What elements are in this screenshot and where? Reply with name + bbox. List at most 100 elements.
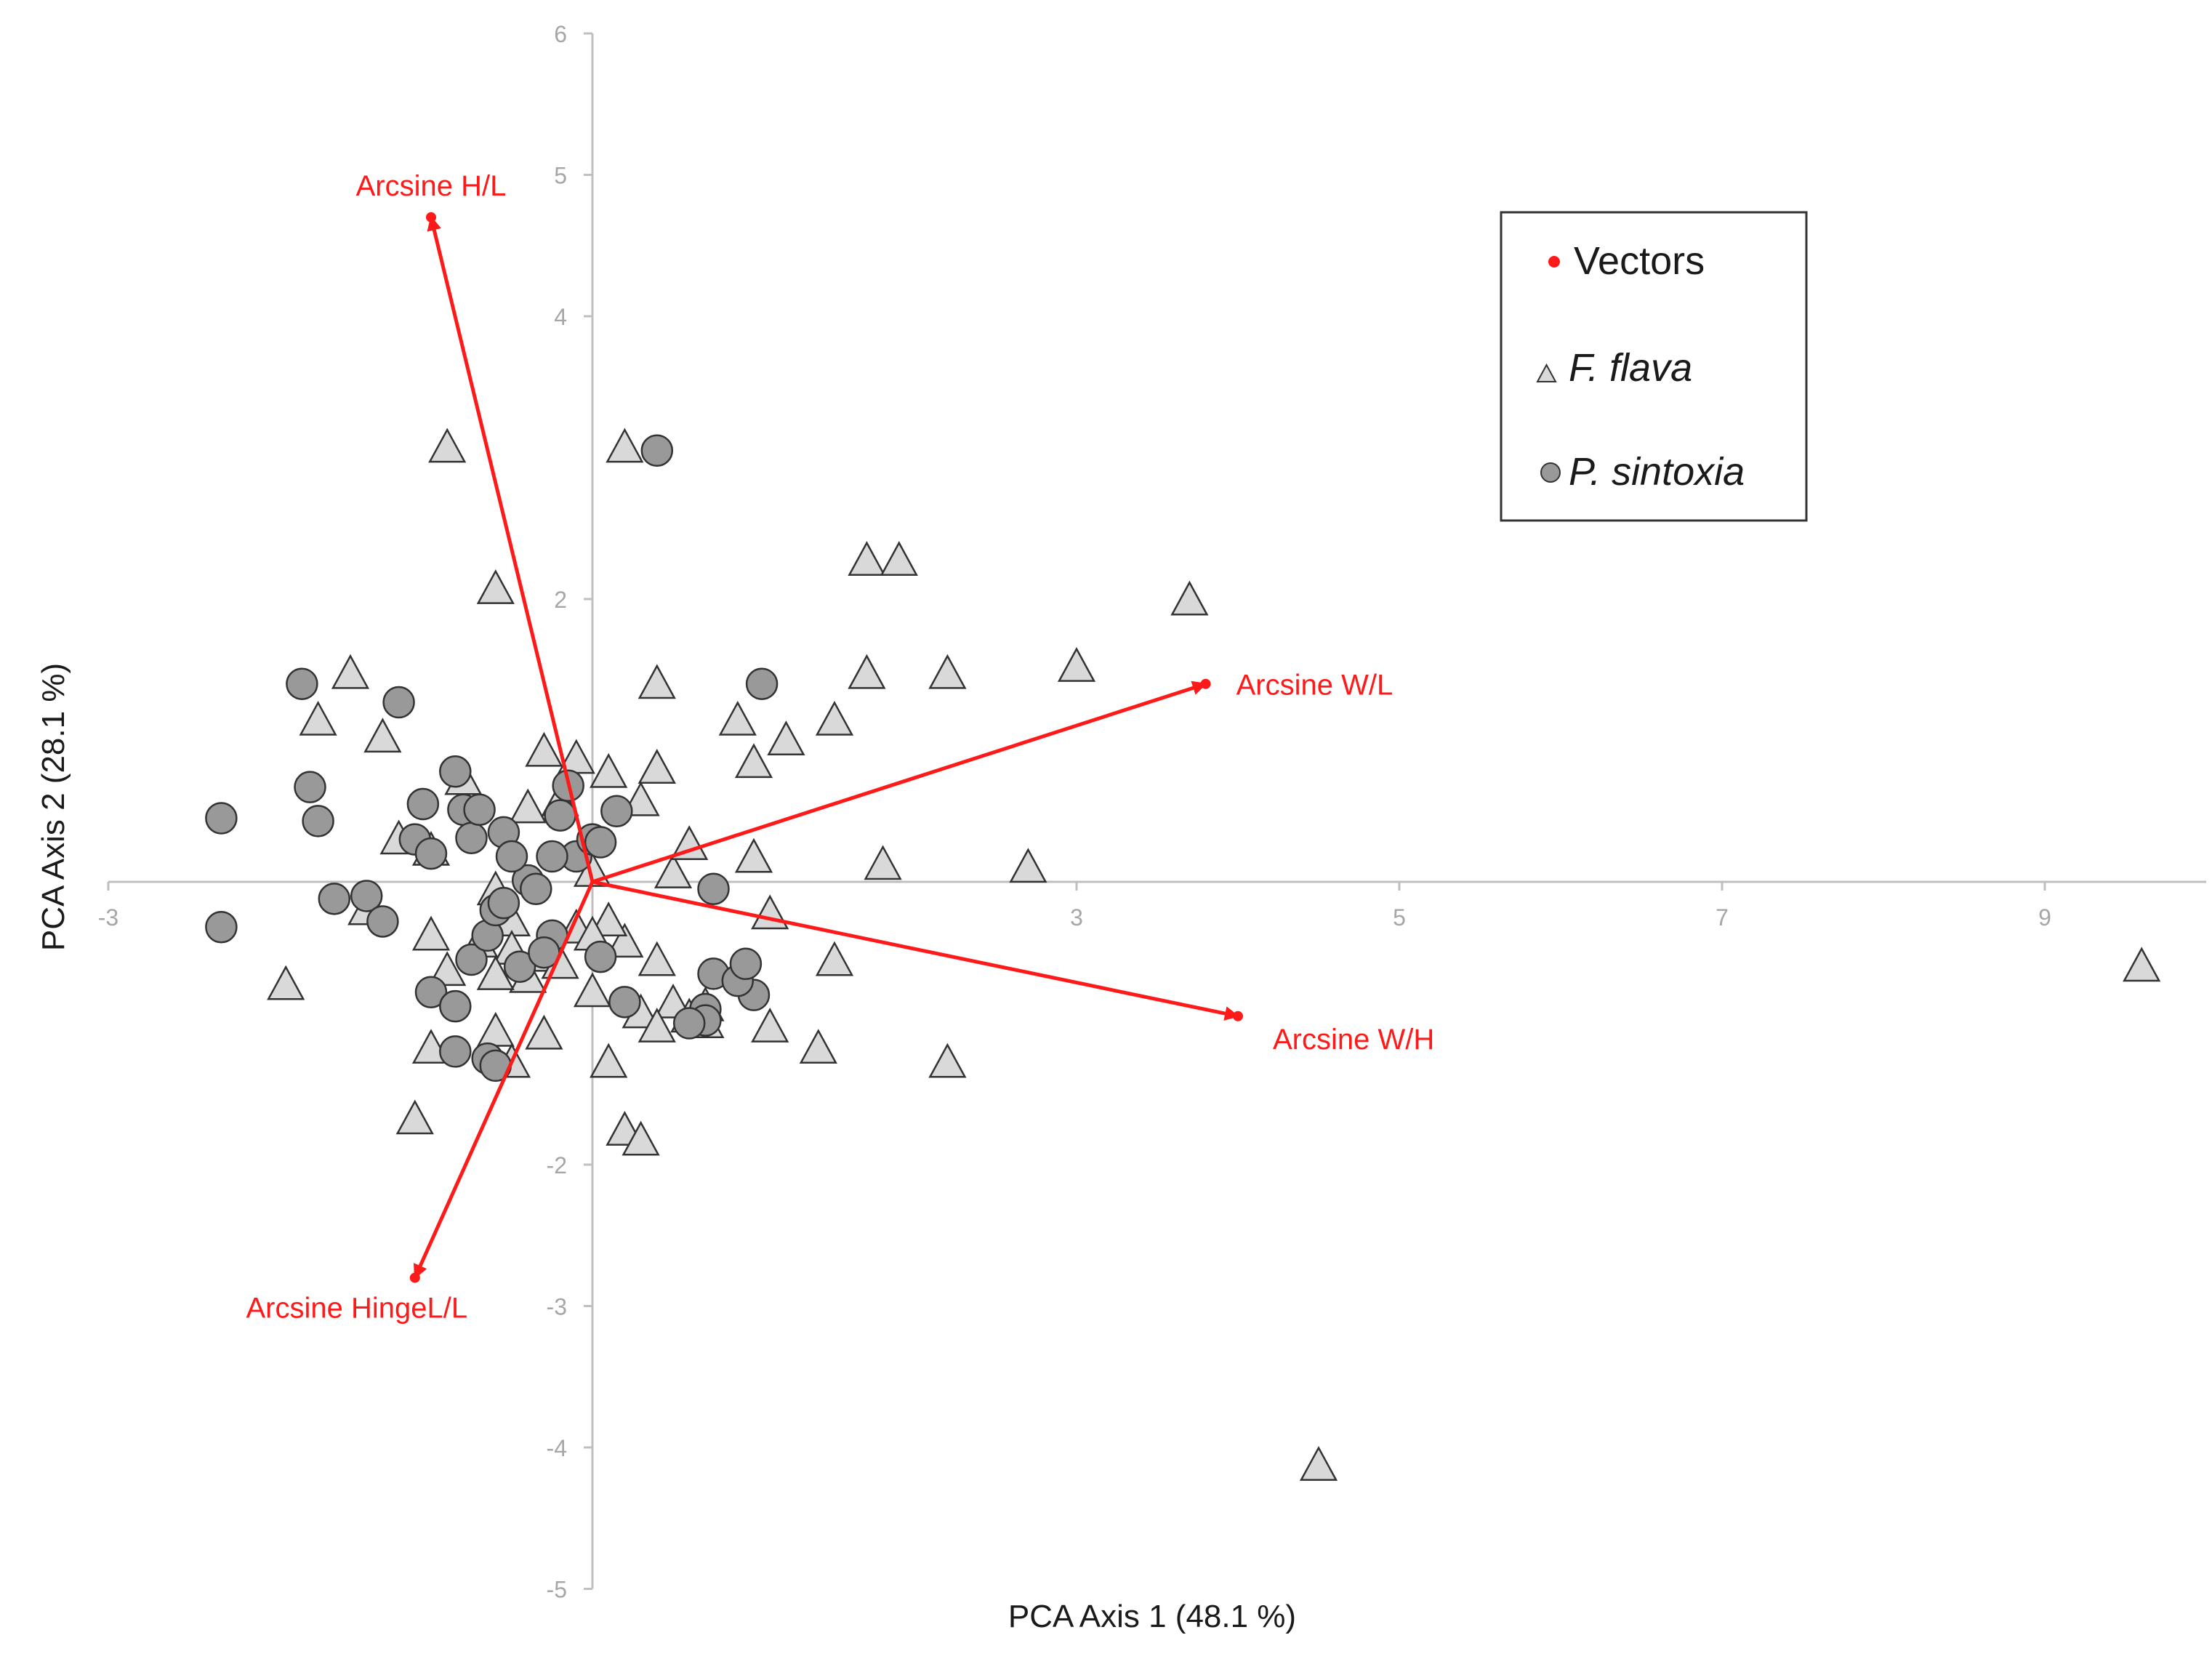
p-sintoxia-point	[745, 667, 779, 700]
f-flava-point	[395, 1099, 434, 1135]
f-flava-point	[638, 749, 676, 784]
f-flava-point	[638, 664, 676, 699]
p-sintoxia-point	[463, 793, 496, 827]
p-sintoxia-point	[536, 840, 568, 873]
y-tick-label: 5	[554, 163, 567, 189]
legend-f-flava-label: F. flava	[1569, 346, 1692, 390]
p-sintoxia-point	[455, 943, 488, 976]
f-flava-point	[411, 915, 451, 951]
x-tick-label: 5	[1393, 904, 1406, 931]
f-flava-point	[573, 972, 612, 1008]
p-sintoxia-point	[584, 826, 617, 859]
legend-vectors-marker	[1548, 256, 1560, 268]
f-flava-point	[751, 894, 789, 930]
tick-labels: -3 3 5 7 9 6 5 4 2 -2 -3 -4 -5	[98, 21, 2051, 1603]
x-tick-label: 7	[1716, 904, 1729, 931]
p-sintoxia-point	[406, 787, 440, 821]
p-sintoxia-point	[294, 771, 326, 803]
f-flava-point	[815, 700, 854, 736]
p-sintoxia-point	[382, 686, 415, 719]
f-flava-point	[1009, 848, 1047, 883]
f-flava-point	[428, 427, 467, 463]
p-sintoxia-point	[544, 799, 576, 832]
f-flava-point	[638, 941, 676, 976]
x-axis-title: PCA Axis 1 (48.1 %)	[1008, 1599, 1296, 1634]
f-flava-point	[476, 1011, 515, 1047]
y-tick-label: -5	[547, 1577, 567, 1603]
p-sintoxia-point	[205, 910, 238, 944]
y-tick-label: 2	[554, 587, 567, 613]
p-sintoxia-point	[503, 950, 536, 983]
vector-tip	[409, 1272, 420, 1283]
legend: Vectors F. flava P. sintoxia	[1500, 211, 1808, 522]
f-flava-point	[848, 541, 886, 577]
vector-arrow	[413, 880, 595, 1280]
p-sintoxia-point	[520, 872, 552, 905]
f-flava-point	[331, 654, 370, 689]
data-points	[205, 427, 2161, 1481]
p-sintoxia-point	[414, 837, 448, 870]
f-flava-point	[476, 569, 515, 604]
f-flava-point	[525, 731, 563, 767]
f-flava-point	[622, 1120, 660, 1156]
f-flava-point	[428, 951, 467, 987]
f-flava-point	[848, 654, 886, 689]
p-sintoxia-point	[205, 802, 238, 835]
f-flava-point	[928, 1043, 967, 1078]
vector-arrow	[592, 680, 1207, 884]
legend-vectors-label: Vectors	[1574, 239, 1705, 283]
vector-tip	[426, 212, 436, 222]
p-sintoxia-point	[584, 940, 617, 973]
f-flava-point	[1299, 1445, 1338, 1481]
f-flava-point	[638, 1008, 676, 1043]
p-sintoxia-point	[439, 989, 472, 1023]
vector-label: Arcsine W/L	[1236, 670, 1393, 702]
vectors: Arcsine H/L Arcsine W/L Arcsine W/H Arcsine…	[246, 170, 1434, 1325]
f-flava-point	[767, 720, 805, 756]
f-flava-point	[590, 901, 628, 936]
f-flava-point	[880, 541, 918, 577]
x-tick-label: 3	[1070, 904, 1083, 931]
p-sintoxia-point	[495, 840, 528, 873]
vector-label: Arcsine HingeL/L	[246, 1293, 467, 1325]
f-flava-point	[734, 743, 773, 779]
f-flava-point	[751, 1008, 789, 1043]
p-sintoxia-point	[302, 805, 334, 837]
y-tick-label: -4	[547, 1435, 567, 1461]
f-flava-point	[509, 788, 547, 824]
legend-triangle-marker	[1536, 363, 1557, 382]
f-flava-point	[590, 752, 628, 788]
f-flava-point	[718, 700, 757, 736]
p-sintoxia-point	[600, 795, 633, 827]
f-flava-point	[1057, 647, 1096, 682]
y-tick-label: 4	[554, 304, 567, 330]
f-flava-point	[590, 1043, 628, 1078]
f-flava-point	[606, 923, 644, 958]
f-flava-point	[299, 700, 337, 736]
f-flava-point	[734, 837, 773, 873]
y-tick-label: -3	[547, 1294, 567, 1320]
p-sintoxia-point	[697, 872, 730, 905]
f-flava-point	[799, 1029, 837, 1064]
f-flava-point	[2123, 947, 2161, 982]
legend-circle-marker	[1540, 462, 1561, 483]
vector-tip	[1200, 678, 1211, 689]
p-sintoxia-point	[455, 822, 488, 854]
p-sintoxia-point	[672, 1007, 706, 1040]
f-flava-point	[476, 955, 515, 990]
p-sintoxia-point	[439, 755, 472, 788]
p-sintoxia-point	[414, 976, 448, 1008]
vector-arrow	[592, 880, 1239, 1021]
f-flava-point	[363, 718, 402, 753]
f-flava-point	[815, 941, 854, 976]
f-flava-point	[653, 853, 693, 888]
p-sintoxia-point	[366, 905, 399, 938]
p-sintoxia-point	[318, 883, 351, 915]
y-axis-title: PCA Axis 2 (28.1 %)	[36, 663, 71, 951]
p-sintoxia-point	[487, 886, 520, 920]
y-tick-label: 6	[554, 21, 567, 47]
f-flava-point	[606, 427, 644, 463]
y-tick-label: -2	[547, 1152, 567, 1178]
p-sintoxia-point	[286, 667, 318, 700]
